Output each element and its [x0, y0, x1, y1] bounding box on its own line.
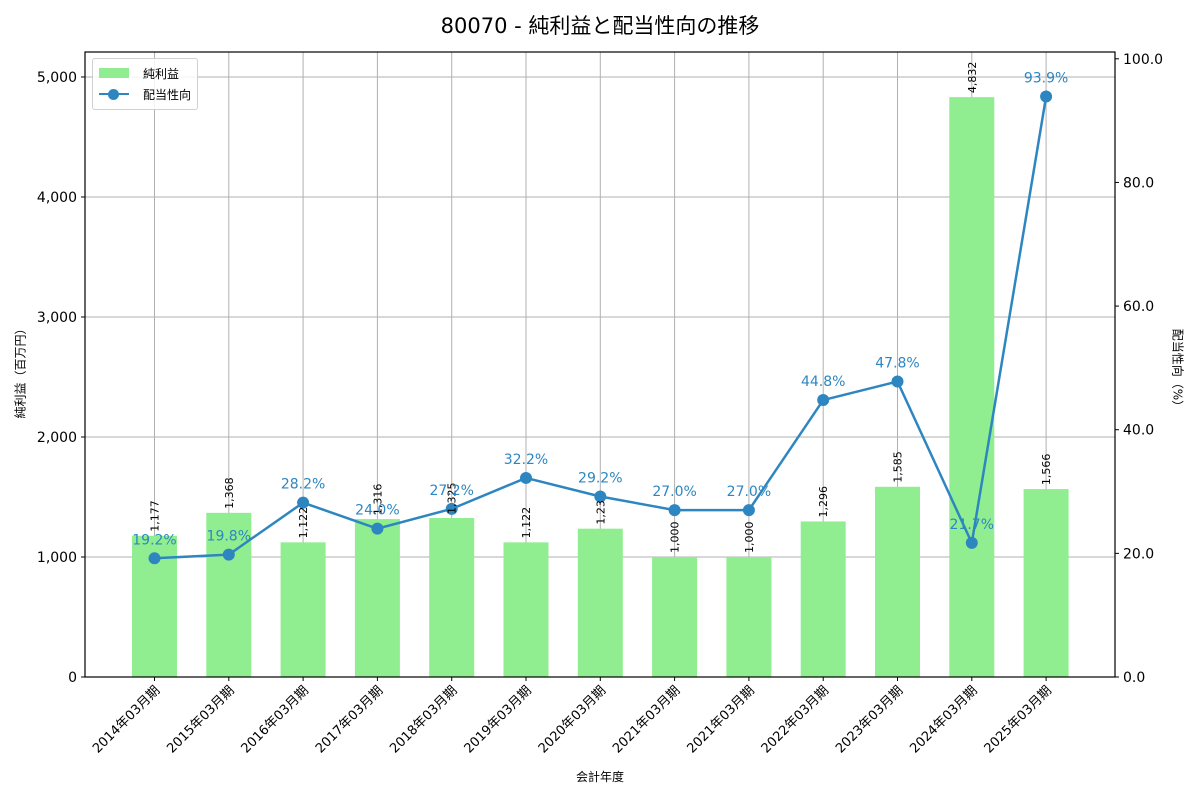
y-right-tick-label: 80.0 [1123, 175, 1154, 191]
y-axis-right-label: 配当性向（%） [1170, 328, 1185, 413]
bar-value-label: 1,000 [743, 521, 756, 553]
bar [577, 528, 623, 677]
bar [875, 486, 920, 677]
payout-value-label: 24.0% [355, 503, 399, 519]
data-point-marker [594, 490, 607, 503]
y-left-tick-label: 0 [68, 670, 77, 686]
data-point-marker [445, 502, 458, 515]
bar-value-label: 1,296 [817, 486, 830, 518]
y-left-tick-label: 5,000 [37, 70, 77, 86]
data-point-marker [668, 504, 681, 517]
x-tick-label: 2017年03月期 [313, 683, 386, 756]
y-right-tick-label: 60.0 [1123, 299, 1154, 315]
x-tick-label: 2025年03月期 [982, 683, 1055, 756]
bar-value-label: 1,325 [446, 482, 459, 514]
bar-value-label: 1,23 [594, 500, 607, 525]
data-point-marker [371, 522, 384, 535]
bar [652, 556, 698, 677]
data-point-marker [891, 375, 904, 388]
line-marker-icon [99, 89, 129, 100]
data-point-marker [1040, 90, 1053, 103]
bar-value-label: 1,122 [297, 507, 310, 539]
payout-value-label: 27.2% [429, 483, 473, 499]
data-point-marker [742, 504, 755, 517]
x-tick-label: 2024年03月期 [907, 683, 980, 756]
line-series [148, 90, 1053, 565]
bar [949, 97, 995, 678]
data-point-marker [148, 552, 161, 565]
legend-label-net-income: 純利益 [143, 66, 180, 81]
bar-swatch-icon [99, 68, 129, 78]
payout-value-label: 19.2% [132, 532, 176, 548]
bar [354, 519, 400, 677]
bar [726, 556, 772, 677]
x-tick-label: 2022年03月期 [759, 683, 832, 756]
data-point-marker [817, 394, 830, 407]
data-point-marker [222, 548, 235, 561]
bar [429, 517, 475, 677]
y-left-tick-label: 3,000 [37, 310, 77, 326]
payout-value-label: 47.8% [875, 356, 919, 372]
x-axis-label: 会計年度 [575, 770, 624, 784]
x-tick-label: 2020年03月期 [536, 683, 609, 756]
legend-item-net-income: 純利益 [99, 63, 179, 83]
bar-value-label: 4,832 [966, 62, 979, 94]
legend: 純利益 配当性向 [92, 58, 198, 110]
x-tick-label: 2015年03月期 [164, 683, 237, 756]
y-right-tick-label: 100.0 [1123, 52, 1163, 68]
data-point-marker [520, 471, 532, 484]
y-left-tick-label: 4,000 [37, 190, 77, 206]
x-tick-label: 2021年03月期 [610, 683, 683, 756]
y-axis-left-label: 純利益（百万円） [13, 322, 28, 419]
x-tick-label: 2016年03月期 [239, 683, 312, 756]
bar-value-label: 1,585 [892, 451, 905, 483]
bar-value-label: 1,000 [669, 521, 682, 553]
bar-value-label: 1,316 [371, 484, 384, 516]
x-tick-label: 2019年03月期 [462, 683, 535, 756]
x-tick-label: 2018年03月期 [387, 683, 460, 756]
bar-value-label: 1,177 [149, 500, 162, 532]
bar-series [132, 97, 1069, 678]
y-left-tick-label: 2,000 [37, 430, 77, 446]
payout-value-label: 27.0% [652, 484, 696, 500]
bar-value-label: 1,566 [1040, 454, 1053, 486]
payout-value-label: 21.7% [950, 517, 994, 533]
payout-value-label: 27.0% [727, 484, 771, 500]
payout-value-label: 44.8% [801, 374, 845, 390]
data-labels: 1,177 1,368 1,122 1,316 1,325 1,122 1,23 1,000 1… [132, 62, 1068, 553]
y-right-tick-label: 40.0 [1123, 423, 1154, 439]
bar [280, 542, 326, 677]
y-right-tick-label: 20.0 [1123, 546, 1154, 562]
x-tick-label: 2021年03月期 [684, 683, 757, 756]
x-tick-label: 2014年03月期 [90, 683, 163, 756]
payout-value-label: 32.2% [504, 452, 548, 468]
chart-title: 80070 - 純利益と配当性向の推移 [440, 14, 760, 38]
bar [206, 512, 252, 677]
payout-value-label: 19.8% [207, 529, 251, 545]
data-point-marker [965, 536, 978, 549]
bar [503, 542, 549, 677]
payout-value-label: 93.9% [1024, 71, 1068, 87]
x-tick-label: 2023年03月期 [833, 683, 906, 756]
bar-value-label: 1,122 [520, 507, 533, 539]
y-right-tick-label: 0.0 [1123, 670, 1145, 686]
payout-value-label: 29.2% [578, 470, 622, 486]
payout-value-label: 28.2% [281, 477, 325, 493]
data-point-marker [297, 496, 310, 509]
bar [1023, 489, 1069, 677]
legend-label-payout-ratio: 配当性向 [143, 87, 192, 102]
y-left-tick-label: 1,000 [37, 550, 77, 566]
bar [800, 521, 846, 677]
bar-value-label: 1,368 [223, 477, 236, 509]
legend-item-payout-ratio: 配当性向 [99, 84, 191, 104]
